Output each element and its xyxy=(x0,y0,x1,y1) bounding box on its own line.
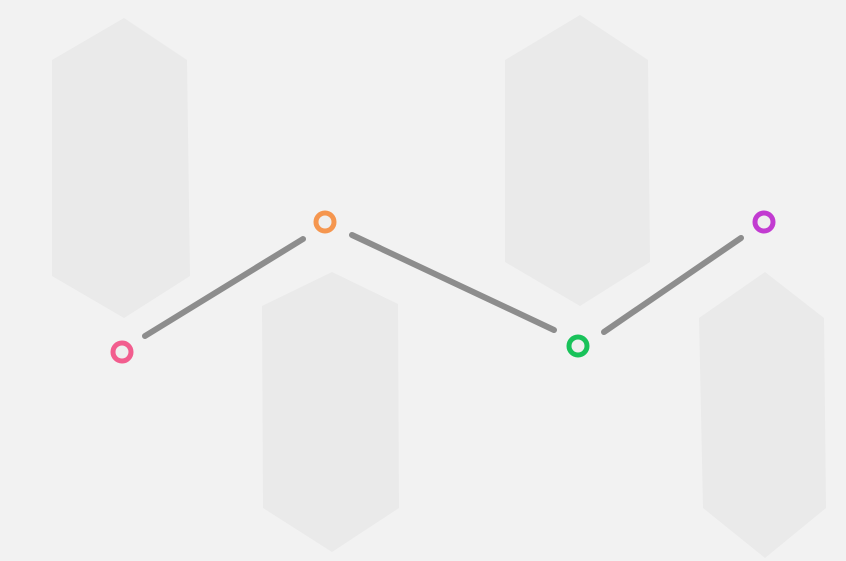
node-step-2[interactable] xyxy=(313,210,337,234)
node-step-3[interactable] xyxy=(566,334,590,358)
node-step-1[interactable] xyxy=(110,340,134,364)
background-panel-1 xyxy=(52,18,190,318)
node-step-4[interactable] xyxy=(752,210,776,234)
connector-1-2 xyxy=(142,236,306,339)
connector-2-3 xyxy=(349,232,557,333)
background-panel-3 xyxy=(505,15,650,306)
nodes xyxy=(110,210,776,364)
connector-3-4 xyxy=(601,235,744,335)
background-panel-4 xyxy=(699,272,826,558)
connector-lines xyxy=(142,232,744,339)
background-panel-2 xyxy=(262,272,399,552)
